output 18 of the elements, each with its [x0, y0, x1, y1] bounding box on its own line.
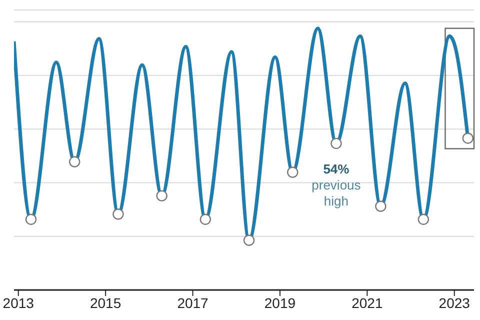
point [418, 214, 430, 225]
point [243, 234, 255, 246]
x-tick-label: 2023 [438, 294, 470, 311]
point [200, 214, 212, 225]
x-tick-label: 2017 [177, 294, 209, 311]
point [112, 208, 124, 220]
x-tick-label: 2021 [352, 294, 383, 311]
annotation: 54% previous high [312, 161, 362, 208]
x-tick-label: 2015 [90, 294, 122, 311]
point [462, 132, 474, 144]
x-tick-label: 2013 [2, 294, 34, 311]
point [156, 190, 168, 202]
x-tick-label: 2019 [264, 294, 296, 311]
point [287, 166, 298, 178]
point [330, 138, 342, 150]
point [375, 200, 386, 212]
point [25, 214, 37, 225]
point [69, 156, 80, 168]
